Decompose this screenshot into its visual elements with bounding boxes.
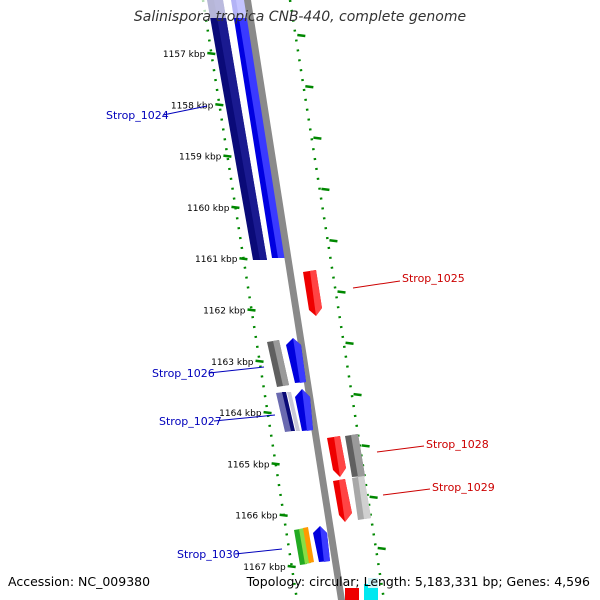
tick-marks <box>207 51 296 569</box>
accession-text: Accession: NC_009380 <box>8 574 151 589</box>
gene-label-strop-1026[interactable]: Strop_1026 <box>152 367 215 380</box>
gene-label-strop-1028[interactable]: Strop_1028 <box>426 438 489 451</box>
gene-gray-1029-shade <box>358 476 371 519</box>
gene-blue-arrow-1-shade <box>293 338 306 383</box>
gene-label-strop-1029[interactable]: Strop_1029 <box>432 481 495 494</box>
gene-labels: Strop_1024 Strop_1025 Strop_1026 Strop_1… <box>106 109 495 561</box>
gene-strop-1027-stripe <box>282 392 295 431</box>
tick-label: 1167 kbp <box>243 563 286 573</box>
tick-mark <box>263 410 272 415</box>
tick-label: 1163 kbp <box>211 358 254 368</box>
tick-mark <box>231 205 240 210</box>
right-tick-mark <box>329 238 338 243</box>
right-tick-mark <box>305 85 314 89</box>
gene-strop-1027-light <box>287 392 300 431</box>
gene-label-strop-1024[interactable]: Strop_1024 <box>106 109 169 122</box>
tick-mark <box>215 103 224 107</box>
tick-mark <box>279 513 288 517</box>
leader-lines <box>162 105 431 555</box>
gene-feature-blue-light <box>236 0 286 258</box>
genome-title: Salinispora tropica CNB-440, complete ge… <box>133 9 467 25</box>
tick-mark <box>223 154 232 158</box>
inner-scale-line <box>201 0 299 600</box>
gene-blue-arrow-2-shade <box>302 389 313 431</box>
gene-strop-1025-shade <box>310 270 322 316</box>
right-tick-mark <box>321 187 330 192</box>
tick-mark <box>255 359 264 364</box>
tick-label: 1166 kbp <box>235 512 278 522</box>
tick-label: 1161 kbp <box>195 255 238 265</box>
right-tick-mark <box>297 33 306 38</box>
topology-text: Topology: circular; Length: 5,183,331 bp… <box>246 574 590 589</box>
header-highlight <box>178 0 252 18</box>
tick-mark <box>287 564 296 569</box>
right-tick-mark <box>353 392 362 397</box>
gene-strop-1030-orange <box>303 527 314 563</box>
tick-label: 1162 kbp <box>203 307 246 317</box>
right-tick-mark <box>313 136 322 140</box>
right-tick-mark <box>361 444 370 448</box>
gene-label-strop-1025[interactable]: Strop_1025 <box>402 272 465 285</box>
right-tick-mark <box>345 341 354 346</box>
tick-mark <box>239 256 248 261</box>
gene-feature-navy-highlight <box>214 0 267 260</box>
gene-blue-arrow-3-shade <box>320 526 330 562</box>
right-tick-mark <box>369 495 378 499</box>
right-tick-mark <box>377 546 386 551</box>
tick-label: 1159 kbp <box>179 153 222 163</box>
backbone <box>244 0 345 600</box>
gene-gray-1028-shade <box>351 434 365 477</box>
right-tick-marks <box>297 33 386 551</box>
tick-label: 1165 kbp <box>227 460 270 470</box>
gene-strop-1028-shade <box>334 436 346 477</box>
right-tick-mark <box>337 290 346 294</box>
tick-labels: 1157 kbp 1158 kbp 1159 kbp 1160 kbp 1161 kbp… <box>163 50 286 573</box>
tick-label: 1160 kbp <box>187 204 230 214</box>
gene-strop-1027 <box>276 392 293 432</box>
tick-label: 1158 kbp <box>171 101 214 111</box>
tick-mark <box>207 51 216 56</box>
tick-label: 1157 kbp <box>163 50 206 60</box>
gene-strop-1029-shade <box>339 479 352 522</box>
gene-label-strop-1030[interactable]: Strop_1030 <box>177 548 240 561</box>
bottom-red-feature <box>345 588 359 600</box>
tick-mark <box>247 308 256 312</box>
gene-strop-1026-shade <box>273 340 289 386</box>
gene-label-strop-1027[interactable]: Strop_1027 <box>159 415 222 428</box>
tick-label: 1164 kbp <box>219 409 262 419</box>
tick-mark <box>271 462 280 466</box>
outer-scale-line <box>288 0 386 600</box>
bottom-pale-feature <box>368 578 378 588</box>
